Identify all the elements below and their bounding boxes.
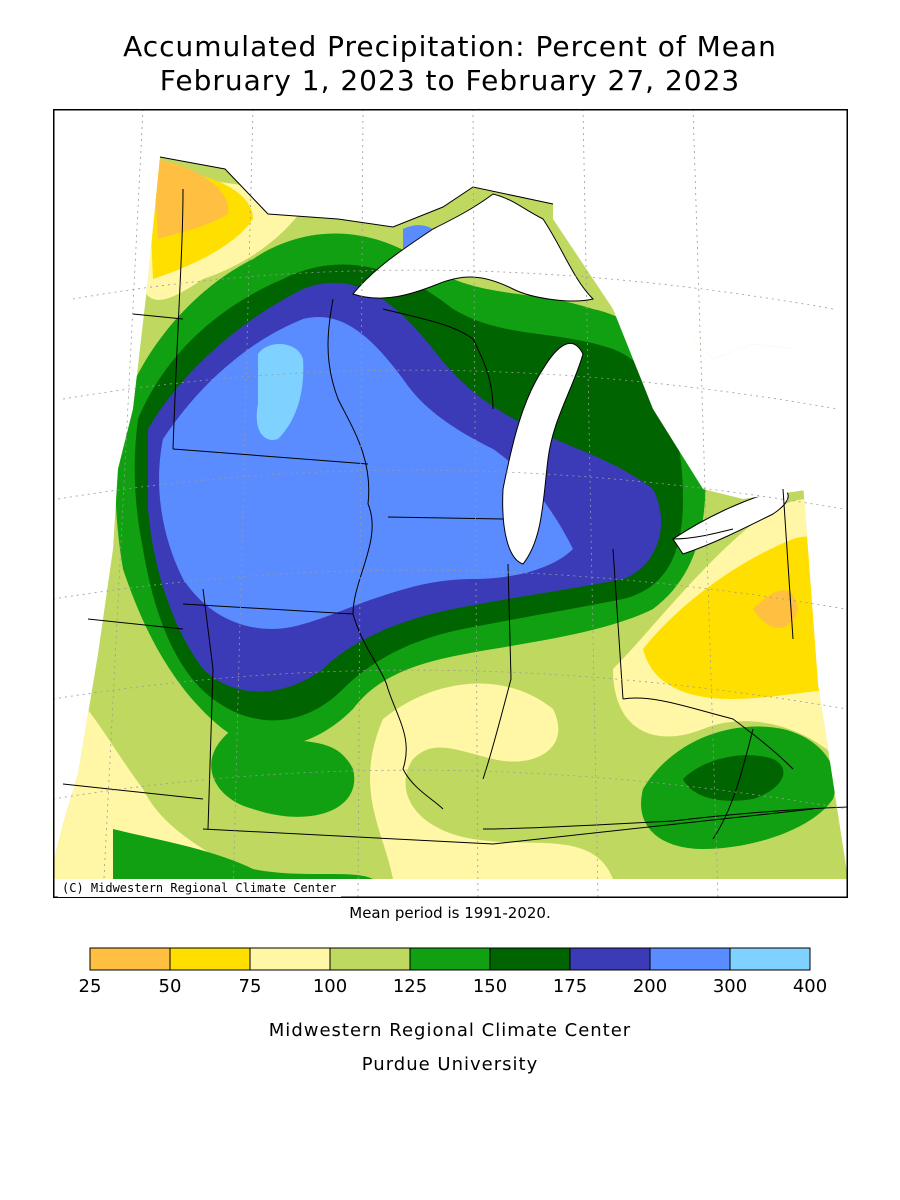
grid-lat-6 [53,769,848,810]
contour-125-150-south [211,729,355,817]
contour-75-100-south [370,683,613,879]
legend-swatch [89,947,171,971]
legend-swatches [89,947,811,971]
legend-swatch [489,947,571,971]
contour-25-50-nw [153,159,229,239]
border-in-oh [612,548,624,700]
border-wi-il [387,516,504,520]
border-ky-wv [712,728,754,840]
border-mo-ar [202,808,814,845]
domain-outline [159,156,554,228]
legend-swatch [729,947,811,971]
border-mn-ia [172,448,369,465]
contour-75-100-sw [53,669,253,879]
border-pa-oh [782,488,794,640]
mean-period-note: Mean period is 1991-2020. [349,904,551,922]
lake-erie [672,488,789,555]
border-ks-mo [202,588,214,830]
legend-tick-label: 75 [239,976,262,997]
contour-50-75-ohio [643,536,848,699]
border-mn-wi [327,298,370,505]
contour-25-50-ohio [753,590,798,628]
legend-tick-label: 50 [159,976,182,997]
border-mi-wi [382,308,494,410]
footer-university: Purdue University [361,1054,539,1075]
border-sd-nd [132,313,184,320]
legend-swatch [569,947,651,971]
legend-tick-label: 300 [713,976,747,997]
canada-land-area [553,204,813,499]
footer-organization: Midwestern Regional Climate Center [268,1020,632,1041]
copyright-label: (C) Midwestern Regional Climate Center [58,879,341,897]
contour-150-175-ky [683,755,784,801]
state-borders [62,156,848,845]
border-ia-mo [182,603,354,615]
legend-tick-label: 125 [393,976,427,997]
legend-tick-label: 150 [473,976,507,997]
border-oh-ky [622,697,794,770]
legend-swatch [249,947,331,971]
border-ne-sd [87,618,184,630]
contour-300-400-iowa [256,343,304,440]
legend-swatch [409,947,491,971]
legend-tick-label: 175 [553,976,587,997]
color-legend: 25 50 75 100 125 150 175 200 300 400 [79,947,828,997]
legend-tick-labels: 25 50 75 100 125 150 175 200 300 400 [79,976,828,997]
lake-superior [352,193,594,302]
grid-lat-2 [62,369,839,410]
lake-michigan [502,342,584,565]
border-ne-ks [62,783,204,800]
border-nd-mn [172,188,184,450]
grid-lat-5 [53,669,848,710]
border-ky-tn [482,806,848,830]
grid-lat-4 [53,569,846,610]
precipitation-map: (C) Midwestern Regional Climate Center [53,109,848,898]
border-mi-oh [672,528,734,540]
canada-north-area [160,109,553,227]
great-lakes [160,109,813,565]
lat-lon-grid [53,109,848,898]
legend-tick-label: 100 [313,976,347,997]
map-title: Accumulated Precipitation: Percent of Me… [123,30,777,63]
legend-tick-label: 200 [633,976,667,997]
legend-tick-label: 400 [793,976,827,997]
border-il-in [482,563,512,780]
legend-tick-label: 25 [79,976,102,997]
contour-125-150-sw [113,829,373,879]
legend-swatch [649,947,731,971]
map-date-range: February 1, 2023 to February 27, 2023 [159,64,741,97]
border-ia-il-river [352,503,444,810]
legend-swatch [329,947,411,971]
legend-swatch [169,947,251,971]
map-frame [53,109,848,898]
